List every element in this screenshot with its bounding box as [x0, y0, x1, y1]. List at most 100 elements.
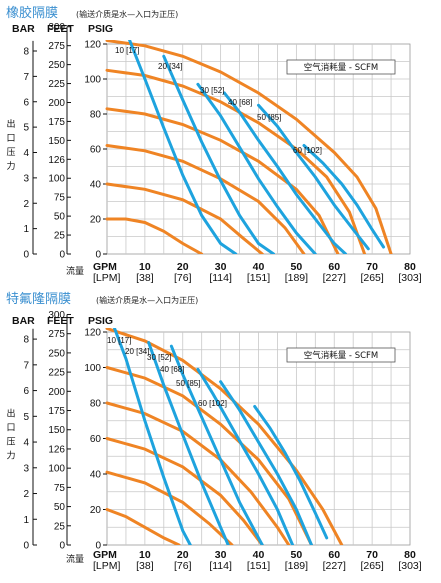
air-consumption-label: 50 [85]	[257, 113, 281, 122]
air-consumption-curve-blue	[162, 54, 276, 254]
pressure-curve-orange	[105, 366, 313, 545]
pressure-curve-orange	[105, 508, 181, 545]
chart-subtitle: (输送介质是水—入口为正压)	[76, 9, 178, 19]
air-consumption-curve-blue	[222, 91, 348, 254]
feet-tick-label: 300	[48, 22, 65, 33]
y-axis-label-char: 力	[6, 450, 15, 462]
unit-label-bar: BAR	[12, 315, 35, 327]
bar-tick-label: 5	[23, 412, 29, 423]
y-axis-label-char: 压	[6, 437, 15, 448]
x-tick-label-gpm: 30	[215, 549, 227, 561]
feet-tick-label: 200	[48, 98, 65, 109]
psig-tick-label: 60	[90, 145, 102, 156]
legend-text: 空气消耗量 - SCFM	[304, 62, 379, 73]
x-tick-label-gpm: 50	[291, 261, 303, 273]
air-consumption-label: 30 [52]	[200, 86, 224, 95]
x-tick-label-gpm: 70	[366, 261, 378, 273]
air-consumption-label: 10 [17]	[107, 336, 131, 345]
x-tick-label-gpm: 30	[215, 261, 227, 273]
bar-tick-label: 8	[23, 47, 29, 58]
psig-tick-label: 0	[95, 541, 101, 552]
y-axis-label-char: 出	[6, 118, 15, 130]
x-tick-label-lpm: [38]	[136, 560, 154, 572]
curve-group	[105, 328, 344, 545]
feet-tick-label: 275	[48, 41, 65, 52]
feet-tick-label: 50	[54, 502, 66, 513]
psig-tick-label: 40	[90, 470, 102, 481]
x-tick-label-lpm: [227]	[323, 560, 346, 572]
air-consumption-label: 50 [85]	[176, 379, 200, 388]
feet-tick-label: 300	[48, 310, 65, 321]
legend-text: 空气消耗量 - SCFM	[304, 350, 379, 361]
psig-tick-label: 20	[90, 505, 102, 516]
bar-tick-label: 6	[23, 97, 29, 108]
x-tick-label-lpm: [114]	[209, 560, 232, 572]
feet-tick-label: 175	[48, 406, 65, 417]
x-unit-lpm: [LPM]	[93, 560, 121, 572]
chart-panel-rubber: 橡胶隔膜 (输送介质是水—入口为正压)BAR FEET PSIG02040608010…	[6, 5, 422, 284]
y-axis-label-char: 口	[6, 424, 15, 434]
bar-tick-label: 1	[23, 515, 29, 526]
air-consumption-curve-blue	[302, 144, 385, 249]
y-axis-label-char: 出	[6, 408, 15, 420]
pressure-curve-orange	[105, 328, 344, 545]
chart-subtitle: (输送介质是水—入口为正压)	[96, 295, 198, 305]
air-consumption-label: 30 [52]	[147, 353, 171, 362]
x-tick-label-gpm: 10	[139, 261, 151, 273]
unit-label-bar: BAR	[12, 23, 35, 35]
chart-title: 特氟隆隔膜	[6, 292, 71, 307]
air-consumption-curve-blue	[219, 380, 313, 545]
feet-tick-label: 50	[54, 212, 66, 223]
x-tick-label-gpm: 50	[291, 549, 303, 561]
air-consumption-curve-blue	[169, 344, 264, 545]
air-consumption-label: 20 [34]	[125, 347, 149, 356]
x-tick-label-gpm: 20	[177, 549, 189, 561]
air-consumption-curve-blue	[257, 103, 370, 251]
psig-tick-label: 40	[90, 180, 102, 191]
feet-tick-label: 75	[54, 193, 66, 204]
psig-tick-label: 20	[90, 215, 102, 226]
air-consumption-curve-blue	[113, 328, 192, 545]
y-axis-label-char: 力	[6, 160, 15, 172]
pressure-curve-orange	[105, 40, 393, 254]
feet-tick-label: 25	[54, 231, 66, 242]
x-tick-label-gpm: 70	[366, 549, 378, 561]
bar-tick-label: 2	[23, 489, 29, 500]
y-axis-label-char: 口	[6, 134, 15, 144]
feet-tick-label: 100	[48, 174, 65, 185]
pressure-curve-orange	[105, 68, 367, 254]
feet-tick-label: 225	[48, 79, 65, 90]
air-consumption-curve-blue	[147, 341, 230, 545]
unit-label-psig: PSIG	[88, 315, 113, 327]
pressure-curve-orange	[105, 217, 204, 254]
x-tick-label-gpm: 20	[177, 261, 189, 273]
x-tick-label-lpm: [76]	[174, 560, 192, 572]
x-tick-label-lpm: [76]	[174, 272, 192, 284]
feet-tick-label: 150	[48, 425, 65, 436]
feet-tick-label: 250	[48, 348, 65, 359]
curve-group	[105, 40, 393, 254]
air-consumption-label: 60 [102]	[198, 399, 227, 408]
pressure-curve-orange	[105, 470, 234, 545]
feet-tick-label: 0	[59, 541, 65, 552]
feet-tick-label: 100	[48, 464, 65, 475]
bar-tick-label: 7	[23, 72, 29, 83]
x-tick-label-gpm: 60	[328, 261, 340, 273]
bar-tick-label: 2	[23, 199, 29, 210]
feet-tick-label: 126	[48, 444, 65, 455]
feet-tick-label: 0	[59, 250, 65, 261]
bar-tick-label: 0	[23, 250, 29, 261]
air-consumption-curve-blue	[196, 82, 317, 254]
bar-tick-label: 4	[23, 438, 29, 449]
bar-tick-label: 3	[23, 463, 29, 474]
pressure-curve-orange	[105, 107, 340, 254]
psig-tick-label: 120	[84, 40, 101, 51]
bar-tick-label: 4	[23, 148, 29, 159]
psig-tick-label: 80	[90, 399, 102, 410]
x-tick-label-lpm: [189]	[285, 560, 308, 572]
air-consumption-label: 20 [34]	[158, 62, 182, 71]
x-unit-gpm: GPM	[93, 549, 117, 561]
legend-box	[286, 347, 396, 363]
air-consumption-label: 60 [102]	[293, 146, 322, 155]
